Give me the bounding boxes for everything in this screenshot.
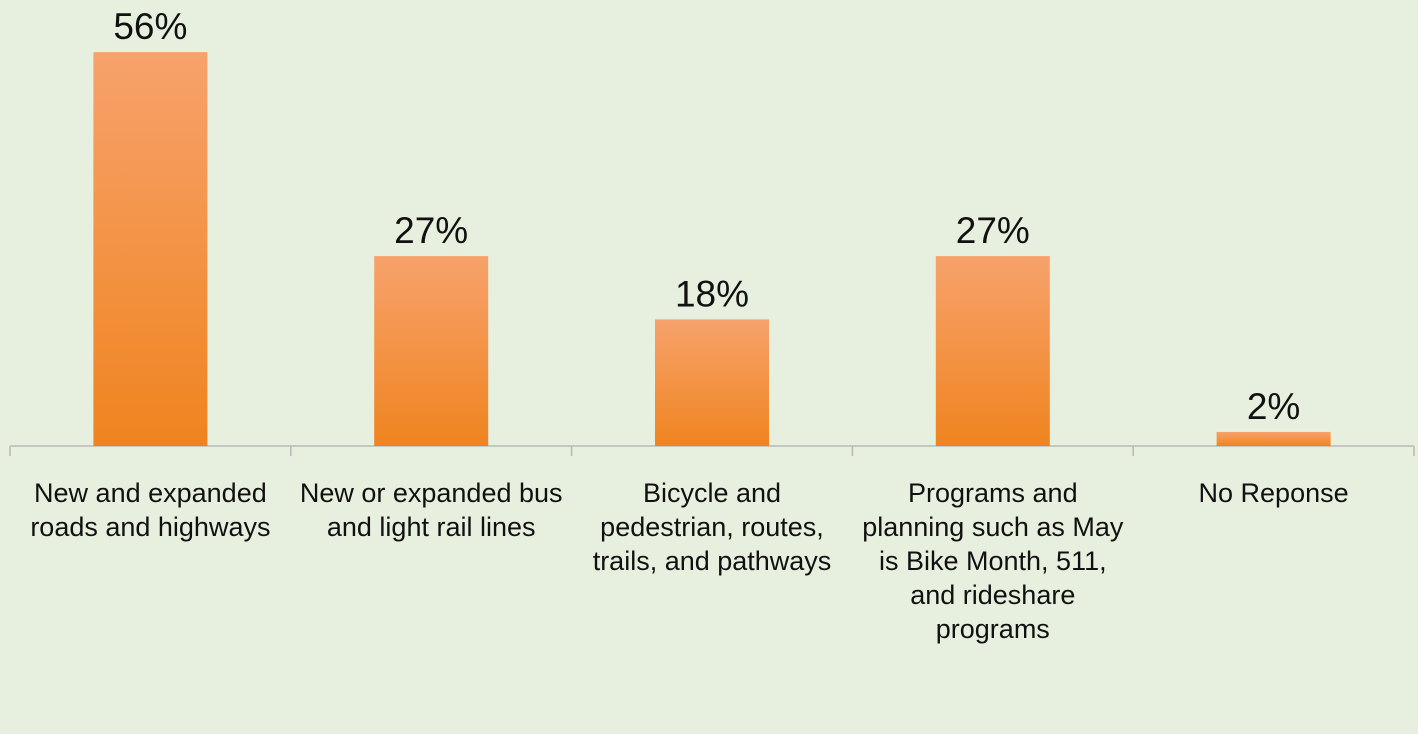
bar [374, 256, 489, 446]
value-label: 2% [1247, 386, 1300, 427]
bar [935, 256, 1050, 446]
bar [1216, 431, 1331, 446]
bar [93, 52, 208, 447]
x-tick-label: No Reponse [1198, 478, 1349, 508]
value-label: 18% [675, 273, 749, 314]
value-label: 27% [956, 210, 1030, 251]
bar [655, 319, 769, 446]
x-tick-label: Bicycle and pedestrian, routes, trails, … [592, 478, 832, 576]
x-tick-label: New or expanded bus and light rail lines [299, 478, 563, 542]
value-label: 27% [394, 210, 468, 251]
x-tick-label: New and expanded roads and highways [30, 478, 271, 542]
value-label: 56% [113, 6, 187, 47]
x-tick-label: Programs and planning such as May is Bik… [862, 478, 1124, 644]
